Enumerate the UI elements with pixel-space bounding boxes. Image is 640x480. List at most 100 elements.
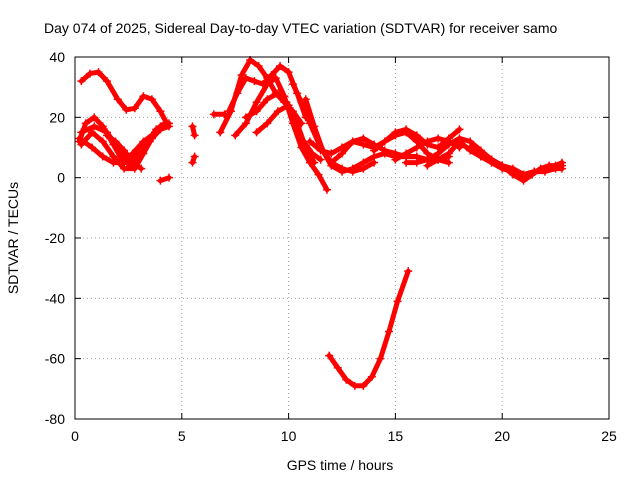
data-point xyxy=(147,95,156,104)
series-line xyxy=(326,268,411,389)
data-point xyxy=(90,113,99,122)
data-point xyxy=(273,107,282,116)
data-series-sat-j xyxy=(209,110,229,119)
data-point xyxy=(519,170,528,179)
data-point xyxy=(359,381,368,390)
data-point xyxy=(130,104,139,113)
data-point xyxy=(122,105,131,114)
data-point xyxy=(263,95,272,104)
data-point xyxy=(216,128,225,137)
data-point xyxy=(327,149,336,158)
data-point xyxy=(241,113,250,122)
x-tick-label: 0 xyxy=(71,428,79,444)
data-point xyxy=(147,131,156,140)
data-point xyxy=(81,119,90,128)
data-point xyxy=(359,158,368,167)
x-tick-label: 5 xyxy=(178,428,186,444)
data-point xyxy=(120,158,129,167)
data-point xyxy=(103,131,112,140)
data-point xyxy=(156,107,165,116)
data-point xyxy=(444,158,453,167)
data-point xyxy=(444,140,453,149)
data-point xyxy=(333,363,342,372)
data-point xyxy=(252,128,261,137)
data-point xyxy=(558,164,567,173)
data-point xyxy=(487,155,496,164)
x-tick-label: 15 xyxy=(388,428,404,444)
data-point xyxy=(444,149,453,158)
data-point xyxy=(164,173,173,182)
y-tick-label: -20 xyxy=(45,230,65,246)
data-point xyxy=(111,137,120,146)
data-point xyxy=(90,122,99,131)
data-point xyxy=(233,89,242,98)
data-point xyxy=(85,69,94,78)
data-point xyxy=(98,137,107,146)
data-point xyxy=(164,119,173,128)
data-point xyxy=(188,122,197,131)
x-axis-label: GPS time / hours xyxy=(287,457,394,473)
data-point xyxy=(310,122,319,131)
data-point xyxy=(98,152,107,161)
data-point xyxy=(120,146,129,155)
data-point xyxy=(423,161,432,170)
series-line xyxy=(467,145,565,184)
data-point xyxy=(128,149,137,158)
data-point xyxy=(156,122,165,131)
data-point xyxy=(391,131,400,140)
data-point xyxy=(263,80,272,89)
data-point xyxy=(267,71,276,80)
data-point xyxy=(402,128,411,137)
data-point xyxy=(540,167,549,176)
data-point xyxy=(327,158,336,167)
data-series-sat-a xyxy=(77,68,171,128)
chart-title: Day 074 of 2025, Sidereal Day-to-day VTE… xyxy=(44,20,557,36)
data-point xyxy=(508,164,517,173)
data-point xyxy=(301,143,310,152)
data-point xyxy=(412,158,421,167)
data-point xyxy=(412,143,421,152)
data-point xyxy=(263,119,272,128)
data-point xyxy=(380,146,389,155)
data-point xyxy=(284,101,293,110)
data-point xyxy=(423,137,432,146)
y-tick-label: 20 xyxy=(49,109,65,125)
data-series-sat-h xyxy=(188,122,199,140)
data-point xyxy=(190,131,199,140)
data-point xyxy=(367,372,376,381)
data-point xyxy=(88,143,97,152)
data-point xyxy=(498,161,507,170)
data-point xyxy=(434,155,443,164)
data-point xyxy=(384,327,393,336)
data-point xyxy=(342,375,351,384)
plot-area xyxy=(75,56,567,390)
data-point xyxy=(455,125,464,134)
data-point xyxy=(77,128,86,137)
data-point xyxy=(380,137,389,146)
data-point xyxy=(137,164,146,173)
data-point xyxy=(402,158,411,167)
data-point xyxy=(314,170,323,179)
data-point xyxy=(139,137,148,146)
data-point xyxy=(273,89,282,98)
data-series-sat-z xyxy=(325,267,413,390)
data-point xyxy=(348,137,357,146)
data-point xyxy=(103,77,112,86)
data-point xyxy=(338,167,346,176)
y-tick-label: -40 xyxy=(45,290,65,306)
x-tick-label: 20 xyxy=(494,428,510,444)
data-point xyxy=(252,98,261,107)
data-series-sat-y xyxy=(476,152,567,179)
y-tick-label: -80 xyxy=(45,411,65,427)
data-point xyxy=(94,68,103,77)
data-point xyxy=(434,134,443,143)
grid xyxy=(75,57,609,419)
data-point xyxy=(77,77,86,86)
data-point xyxy=(231,131,240,140)
data-point xyxy=(402,149,411,158)
data-point xyxy=(109,158,118,167)
data-point xyxy=(359,134,368,143)
data-point xyxy=(241,74,250,83)
data-point xyxy=(190,152,199,161)
